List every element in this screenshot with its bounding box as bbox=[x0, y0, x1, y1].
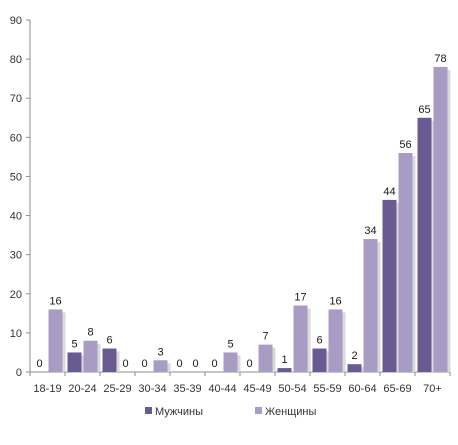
x-tick-label: 25-29 bbox=[103, 383, 131, 395]
bar-women bbox=[433, 66, 448, 372]
x-tick-label: 35-39 bbox=[173, 383, 201, 395]
data-label-men: 1 bbox=[281, 354, 287, 366]
bar-men bbox=[347, 364, 362, 372]
bar-women bbox=[223, 352, 238, 372]
data-label-men: 0 bbox=[36, 358, 42, 370]
data-label-men: 0 bbox=[211, 358, 217, 370]
data-label-women: 0 bbox=[192, 358, 198, 370]
data-label-women: 34 bbox=[364, 225, 376, 237]
bar-men bbox=[102, 348, 117, 372]
data-label-women: 16 bbox=[329, 295, 341, 307]
legend-label-men: Мужчины bbox=[155, 406, 203, 418]
y-tick-label: 90 bbox=[10, 15, 22, 27]
legend-swatch-women bbox=[255, 407, 262, 414]
data-label-men: 0 bbox=[141, 358, 147, 370]
y-tick-label: 80 bbox=[10, 54, 22, 66]
y-tick-label: 60 bbox=[10, 132, 22, 144]
y-tick-label: 50 bbox=[10, 171, 22, 183]
data-label-men: 65 bbox=[418, 104, 430, 116]
bar-men bbox=[382, 199, 397, 372]
y-tick-label: 10 bbox=[10, 328, 22, 340]
data-label-women: 16 bbox=[49, 295, 61, 307]
x-tick-label: 45-49 bbox=[243, 383, 271, 395]
x-tick-label: 65-69 bbox=[383, 383, 411, 395]
y-tick-label: 70 bbox=[10, 93, 22, 105]
bar-women bbox=[153, 360, 168, 372]
data-label-men: 6 bbox=[316, 335, 322, 347]
data-label-women: 7 bbox=[262, 331, 268, 343]
bar-women bbox=[328, 309, 343, 372]
bar-men bbox=[277, 368, 292, 372]
x-tick-label: 20-24 bbox=[68, 383, 96, 395]
bar-women bbox=[258, 344, 273, 372]
data-label-men: 44 bbox=[383, 186, 395, 198]
y-tick-label: 20 bbox=[10, 289, 22, 301]
bar-men bbox=[67, 352, 82, 372]
bar-men bbox=[417, 117, 432, 373]
bar-men bbox=[312, 348, 327, 372]
y-tick-label: 30 bbox=[10, 250, 22, 262]
bar-women bbox=[398, 152, 413, 372]
data-label-men: 5 bbox=[71, 338, 77, 350]
data-label-women: 3 bbox=[157, 346, 163, 358]
data-label-women: 56 bbox=[399, 139, 411, 151]
data-label-men: 2 bbox=[351, 350, 357, 362]
x-tick-label: 40-44 bbox=[208, 383, 236, 395]
legend-label-women: Женщины bbox=[265, 406, 316, 418]
data-label-women: 5 bbox=[227, 338, 233, 350]
x-tick-label: 50-54 bbox=[278, 383, 306, 395]
legend-swatch-men bbox=[145, 407, 152, 414]
bar-women bbox=[363, 239, 378, 372]
data-label-men: 0 bbox=[246, 358, 252, 370]
chart-legend: Мужчины Женщины bbox=[145, 406, 316, 418]
bar-women bbox=[83, 340, 98, 372]
y-tick-label: 40 bbox=[10, 211, 22, 223]
data-label-women: 0 bbox=[122, 358, 128, 370]
y-tick-label: 0 bbox=[16, 367, 22, 379]
data-label-women: 8 bbox=[87, 327, 93, 339]
data-label-women: 78 bbox=[434, 53, 446, 65]
x-tick-label: 55-59 bbox=[313, 383, 341, 395]
data-label-women: 17 bbox=[294, 292, 306, 304]
chart-bars bbox=[48, 66, 451, 373]
x-tick-label: 60-64 bbox=[348, 383, 376, 395]
x-tick-label: 30-34 bbox=[138, 383, 166, 395]
bar-women bbox=[293, 305, 308, 372]
x-tick-label: 18-19 bbox=[33, 383, 61, 395]
data-label-men: 6 bbox=[106, 335, 112, 347]
data-label-men: 0 bbox=[176, 358, 182, 370]
bar-women bbox=[48, 309, 63, 372]
x-tick-label: 70+ bbox=[423, 383, 442, 395]
